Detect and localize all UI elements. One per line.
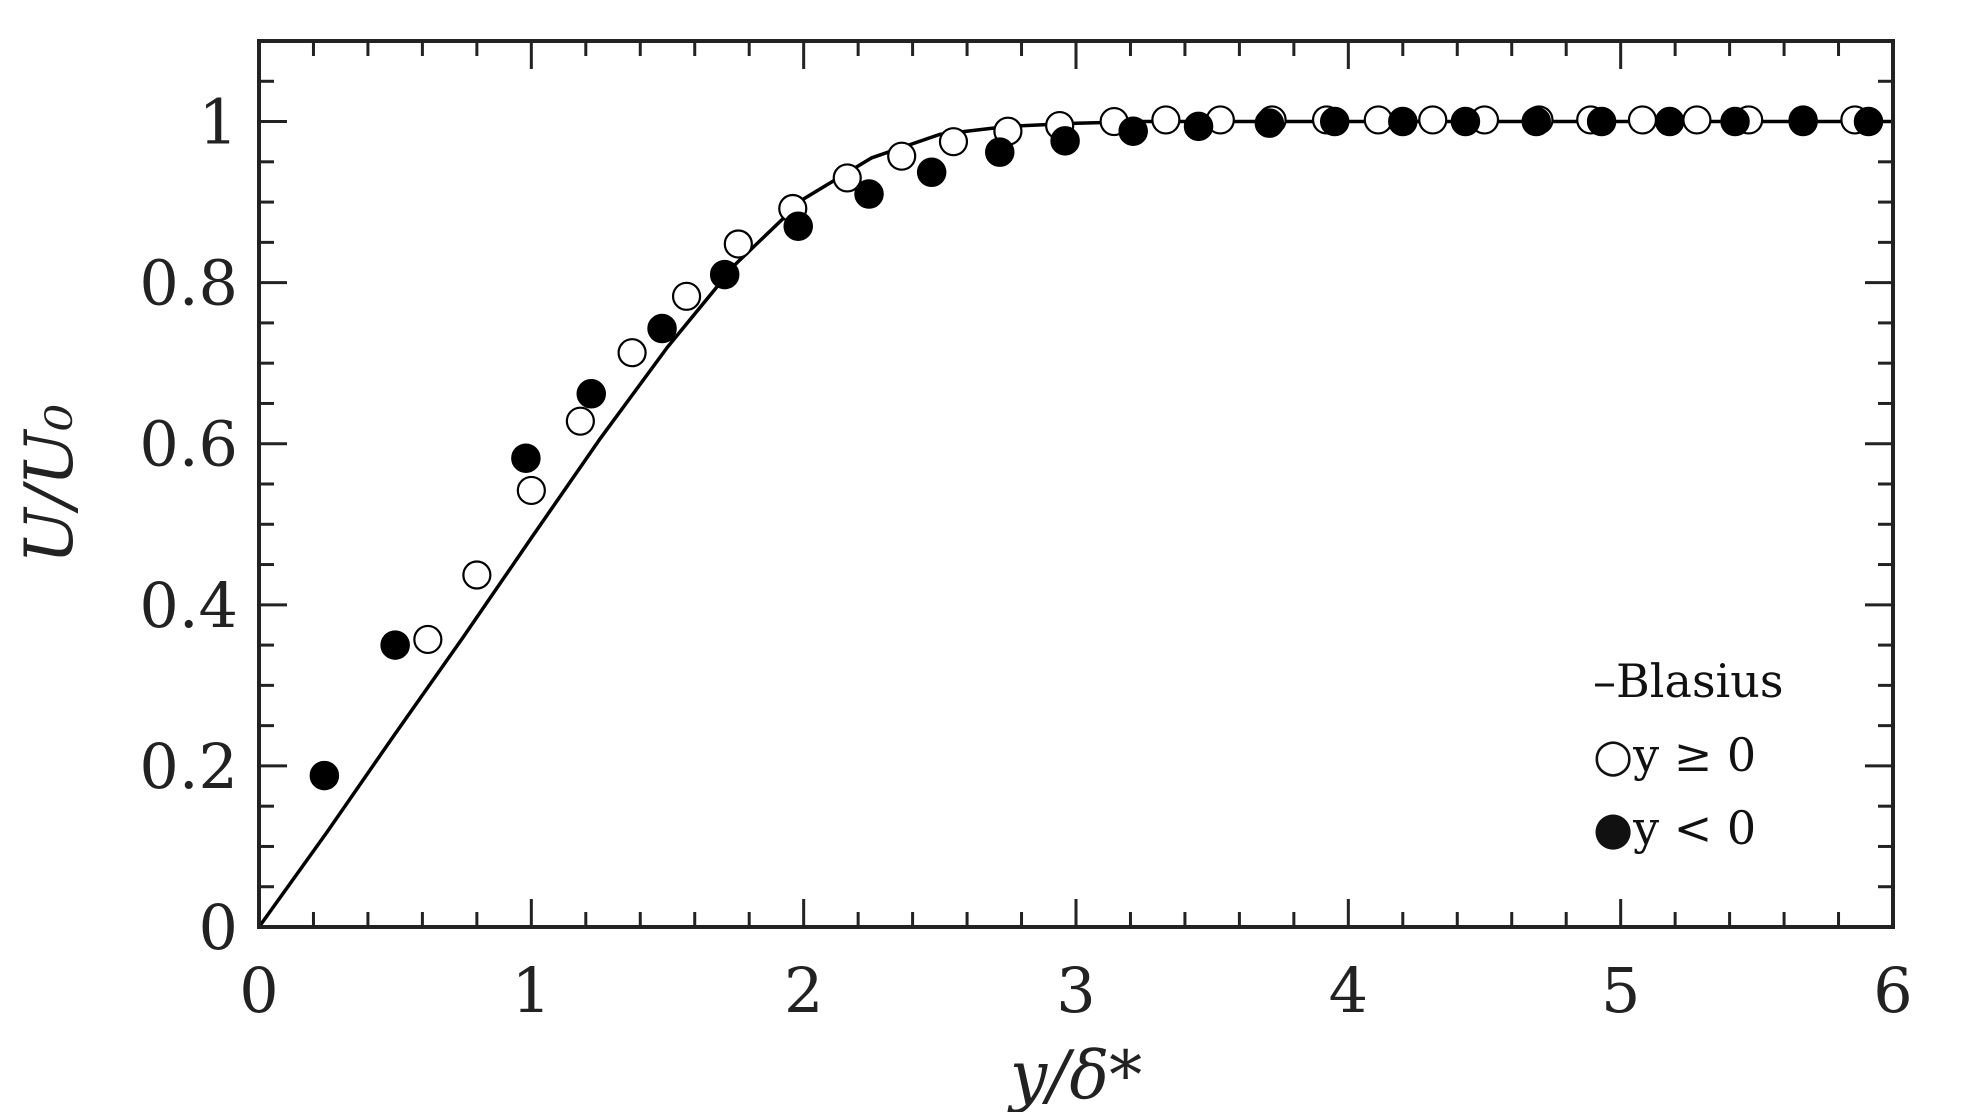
ticks-layer xyxy=(257,39,1895,929)
y-tick-label: 1 xyxy=(199,86,238,159)
y-tick-label: 0.6 xyxy=(139,408,238,481)
x-tick-label: 2 xyxy=(784,954,823,1027)
data-point-open xyxy=(1682,105,1712,135)
data-point-open xyxy=(617,338,647,368)
data-point-open xyxy=(1363,105,1393,135)
series-layer xyxy=(257,105,1893,929)
data-point-open xyxy=(938,127,969,157)
data-point-open xyxy=(723,229,753,259)
data-point-filled xyxy=(1254,108,1285,138)
data-point-filled xyxy=(709,259,740,290)
data-point-filled xyxy=(380,630,410,660)
data-point-filled xyxy=(1586,106,1617,137)
data-point-filled xyxy=(511,443,541,473)
y-tick-label: 0 xyxy=(199,891,238,964)
x-axis-label: y/δ* xyxy=(1007,1037,1142,1112)
y-axis-label: U/U₀ xyxy=(11,404,88,564)
y-tick-label: 0.8 xyxy=(139,247,238,320)
data-point-open xyxy=(413,624,443,655)
data-point-filled xyxy=(1388,106,1418,137)
data-point-filled xyxy=(1853,106,1884,137)
data-point-filled xyxy=(1521,106,1551,137)
data-point-open xyxy=(1418,105,1448,135)
legend: –Blasius ○y ≥ 0 ●y < 0 xyxy=(1593,654,1784,855)
data-point-filled xyxy=(916,157,947,188)
plot-frame xyxy=(257,39,1895,929)
data-point-filled xyxy=(647,313,677,344)
data-point-filled xyxy=(1050,126,1080,156)
data-point-filled xyxy=(854,179,884,209)
data-point-filled xyxy=(1788,106,1818,137)
data-point-filled xyxy=(576,379,606,409)
x-tick-label: 1 xyxy=(512,954,551,1027)
data-point-filled xyxy=(984,137,1015,167)
x-tick-label: 3 xyxy=(1056,954,1095,1027)
x-tick-label: 5 xyxy=(1601,954,1640,1027)
data-point-filled xyxy=(1720,106,1750,137)
y-tick-label: 0.4 xyxy=(139,569,238,642)
data-point-filled xyxy=(783,211,813,242)
data-point-open xyxy=(1151,105,1181,135)
data-point-open xyxy=(832,163,862,193)
legend-entry: ○y ≥ 0 xyxy=(1593,728,1756,782)
data-point-open xyxy=(671,281,702,311)
legend-entry: –Blasius xyxy=(1593,654,1784,708)
data-point-open xyxy=(462,560,492,590)
data-point-open xyxy=(1627,105,1658,135)
data-point-filled xyxy=(1319,106,1350,137)
data-point-filled xyxy=(1183,111,1214,142)
legend-entry: ●y < 0 xyxy=(1593,801,1756,855)
data-point-open xyxy=(516,475,546,506)
data-point-filled xyxy=(1450,106,1481,137)
labels-layer: 0 1 2 3 4 5 6 0 0.2 0.4 0.6 0.8 1 y/δ* U/U₀ xyxy=(11,86,1913,1112)
data-point-open xyxy=(887,141,917,171)
data-point-filled xyxy=(309,760,340,791)
data-point-open xyxy=(565,406,595,436)
data-point-filled xyxy=(1654,106,1685,137)
x-tick-label: 6 xyxy=(1873,954,1912,1027)
x-tick-label: 4 xyxy=(1329,954,1368,1027)
data-point-filled xyxy=(1118,116,1148,146)
y-tick-label: 0.2 xyxy=(139,730,238,803)
x-tick-label: 0 xyxy=(239,954,278,1027)
